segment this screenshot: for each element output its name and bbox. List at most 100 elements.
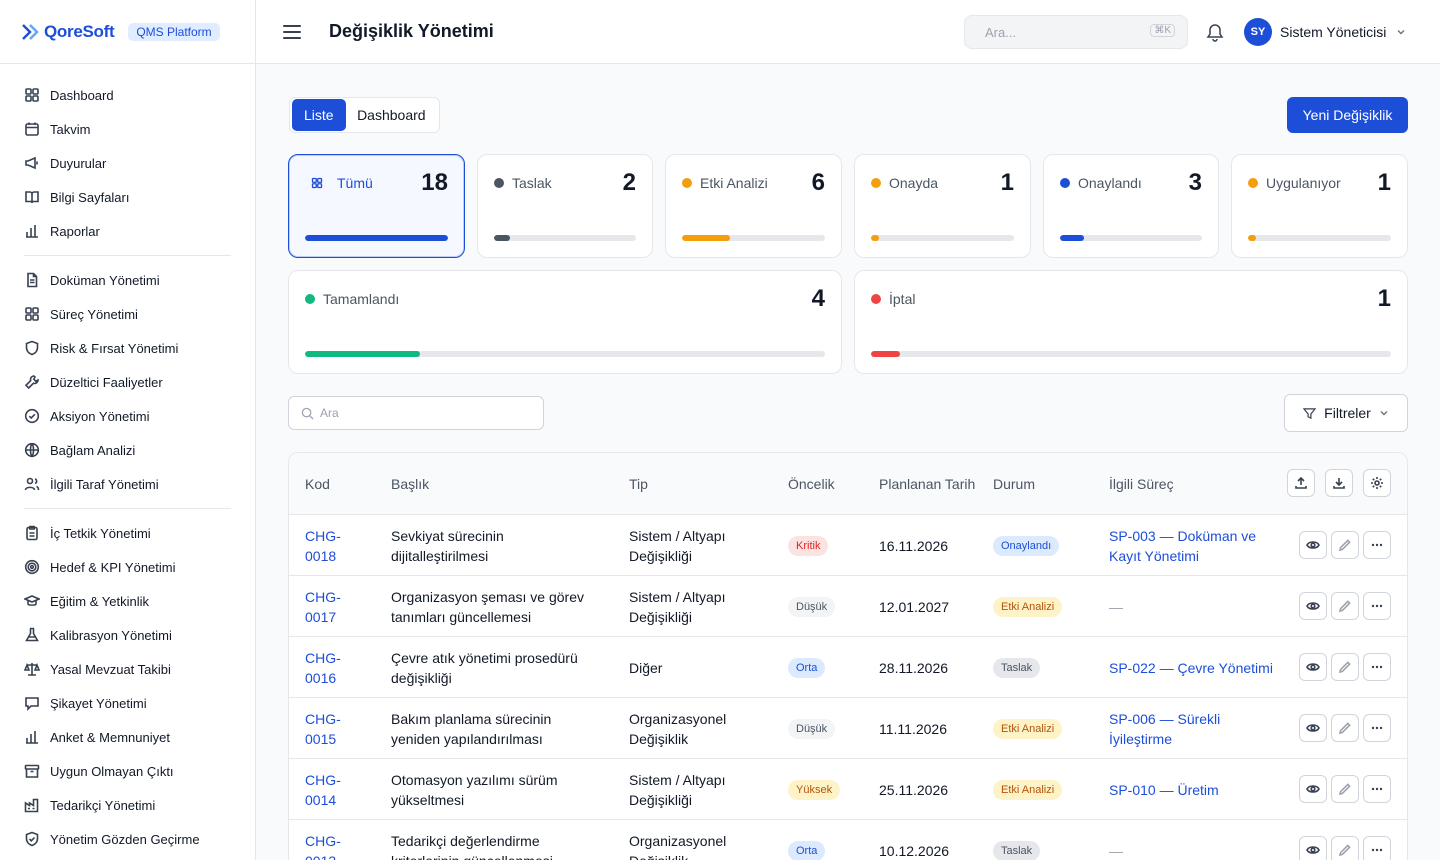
- sidebar-item-duyurular[interactable]: Duyurular: [24, 146, 231, 180]
- sidebar-item-dokuman-yonetimi[interactable]: Doküman Yönetimi: [24, 263, 231, 297]
- status-dot: [494, 178, 504, 188]
- status-progress-track: [1248, 235, 1391, 241]
- view-button[interactable]: [1299, 836, 1327, 860]
- sidebar-item-sikayet-yonetimi[interactable]: Şikayet Yönetimi: [24, 686, 231, 720]
- status-card-tamamlandi[interactable]: Tamamlandı 4: [288, 270, 842, 374]
- change-type: Sistem / Altyapı Değişikliği: [629, 588, 726, 625]
- status-card-taslak[interactable]: Taslak 2: [477, 154, 653, 258]
- edit-button[interactable]: [1331, 653, 1359, 681]
- table-row[interactable]: CHG-0018 Sevkiyat sürecinin dijitalleştir…: [289, 515, 1407, 576]
- edit-button[interactable]: [1331, 775, 1359, 803]
- table-row[interactable]: CHG-0013 Tedarikçi değerlendirme kriterle…: [289, 820, 1407, 860]
- change-code-link[interactable]: CHG-0015: [305, 710, 341, 747]
- sidebar-item-label: Şikayet Yönetimi: [50, 695, 147, 711]
- more-options-button[interactable]: [1363, 775, 1391, 803]
- process-link[interactable]: SP-003 — Doküman ve Kayıt Yönetimi: [1109, 527, 1257, 564]
- sidebar-item-uygun-olmayan-cikti[interactable]: Uygun Olmayan Çıktı: [24, 754, 231, 788]
- more-options-button[interactable]: [1363, 531, 1391, 559]
- sidebar-item-baglam-analizi[interactable]: Bağlam Analizi: [24, 433, 231, 467]
- status-card-uygulaniyor[interactable]: Uygulanıyor 1: [1231, 154, 1408, 258]
- pencil-icon: [1338, 722, 1351, 735]
- sidebar-item-bilgi-sayfalari[interactable]: Bilgi Sayfaları: [24, 180, 231, 214]
- sidebar-item-duzeltici-faaliyetler[interactable]: Düzeltici Faaliyetler: [24, 365, 231, 399]
- sidebar-item-takvim[interactable]: Takvim: [24, 112, 231, 146]
- status-card-header: Tamamlandı: [305, 291, 399, 307]
- view-button[interactable]: [1299, 714, 1327, 742]
- status-card-header: Tümü: [311, 175, 373, 191]
- column-header-tip[interactable]: Tip: [629, 476, 648, 492]
- sidebar-item-egitim-yetkinlik[interactable]: Eğitim & Yetkinlik: [24, 584, 231, 618]
- process-link[interactable]: SP-006 — Sürekli İyileştirme: [1109, 710, 1221, 747]
- process-link[interactable]: SP-010 — Üretim: [1109, 781, 1219, 798]
- notification-bell-icon[interactable]: [1206, 22, 1224, 42]
- column-header-ilgili-surec[interactable]: İlgili Süreç: [1109, 476, 1174, 492]
- column-header-durum[interactable]: Durum: [993, 476, 1036, 492]
- flask-icon: [25, 627, 39, 642]
- list-search-input[interactable]: Ara: [288, 396, 544, 430]
- sidebar-divider: [24, 255, 231, 256]
- edit-button[interactable]: [1331, 714, 1359, 742]
- sidebar-item-yonetim-gozden-gecirme[interactable]: Yönetim Gözden Geçirme: [24, 822, 231, 856]
- user-menu[interactable]: SY Sistem Yöneticisi: [1244, 18, 1406, 46]
- table-row[interactable]: CHG-0014 Otomasyon yazılımı sürüm yükselt…: [289, 759, 1407, 820]
- column-header-baslik[interactable]: Başlık: [391, 476, 430, 492]
- table-settings-button[interactable]: [1363, 469, 1391, 497]
- sidebar-item-ilgili-taraf-yonetimi[interactable]: İlgili Taraf Yönetimi: [24, 467, 231, 501]
- status-card-onaylandi[interactable]: Onaylandı 3: [1043, 154, 1219, 258]
- tab-dashboard[interactable]: Dashboard: [357, 107, 426, 123]
- column-header-oncelik[interactable]: Öncelik: [788, 476, 835, 492]
- column-header-kod[interactable]: Kod: [305, 476, 330, 492]
- process-link[interactable]: SP-022 — Çevre Yönetimi: [1109, 659, 1273, 676]
- view-button[interactable]: [1299, 592, 1327, 620]
- sidebar-item-tedarikci-yonetimi[interactable]: Tedarikçi Yönetimi: [24, 788, 231, 822]
- status-dot: [871, 178, 881, 188]
- menu-toggle-icon[interactable]: [283, 24, 301, 39]
- column-header-planlanan-tarih[interactable]: Planlanan Tarih: [879, 476, 976, 492]
- sidebar-item-risk-firsat-yonetimi[interactable]: Risk & Fırsat Yönetimi: [24, 331, 231, 365]
- view-button[interactable]: [1299, 653, 1327, 681]
- change-code-link[interactable]: CHG-0014: [305, 771, 341, 808]
- logo[interactable]: QoreSoft: [20, 22, 115, 42]
- sidebar-item-anket-memnuniyet[interactable]: Anket & Memnuniyet: [24, 720, 231, 754]
- global-search-input[interactable]: Ara... ⌘K: [964, 15, 1188, 49]
- download-button[interactable]: [1325, 469, 1353, 497]
- grid-icon: [311, 177, 323, 189]
- sidebar-item-label: Süreç Yönetimi: [50, 306, 138, 322]
- sidebar-item-dashboard[interactable]: Dashboard: [24, 78, 231, 112]
- status-card-iptal[interactable]: İptal 1: [854, 270, 1408, 374]
- sidebar-item-ic-tetkik-yonetimi[interactable]: İç Tetkik Yönetimi: [24, 516, 231, 550]
- more-options-button[interactable]: [1363, 592, 1391, 620]
- edit-button[interactable]: [1331, 592, 1359, 620]
- more-options-button[interactable]: [1363, 714, 1391, 742]
- table-header-actions: [1287, 469, 1391, 497]
- status-progress-fill: [1060, 235, 1084, 241]
- view-button[interactable]: [1299, 531, 1327, 559]
- change-code-link[interactable]: CHG-0013: [305, 832, 341, 860]
- sidebar-item-hedef-kpi-yonetimi[interactable]: Hedef & KPI Yönetimi: [24, 550, 231, 584]
- table-row[interactable]: CHG-0017 Organizasyon şeması ve görev tan…: [289, 576, 1407, 637]
- status-card-etki-analizi[interactable]: Etki Analizi 6: [665, 154, 842, 258]
- table-row[interactable]: CHG-0016 Çevre atık yönetimi prosedürü de…: [289, 637, 1407, 698]
- status-card-tumu[interactable]: Tümü 18: [288, 154, 465, 258]
- edit-button[interactable]: [1331, 836, 1359, 860]
- status-card-header: Onaylandı: [1060, 175, 1142, 191]
- change-code-link[interactable]: CHG-0017: [305, 588, 341, 625]
- more-options-button[interactable]: [1363, 836, 1391, 860]
- upload-button[interactable]: [1287, 469, 1315, 497]
- sidebar-item-raporlar[interactable]: Raporlar: [24, 214, 231, 248]
- view-button[interactable]: [1299, 775, 1327, 803]
- change-code-link[interactable]: CHG-0018: [305, 527, 341, 564]
- table-row[interactable]: CHG-0015 Bakım planlama sürecinin yeniden…: [289, 698, 1407, 759]
- sidebar-item-aksiyon-yonetimi[interactable]: Aksiyon Yönetimi: [24, 399, 231, 433]
- more-options-button[interactable]: [1363, 653, 1391, 681]
- tab-list[interactable]: Liste: [292, 99, 346, 131]
- change-code-link[interactable]: CHG-0016: [305, 649, 341, 686]
- sidebar-item-surec-yonetimi[interactable]: Süreç Yönetimi: [24, 297, 231, 331]
- sidebar-divider: [24, 508, 231, 509]
- sidebar-item-yasal-mevzuat-takibi[interactable]: Yasal Mevzuat Takibi: [24, 652, 231, 686]
- sidebar-item-kalibrasyon-yonetimi[interactable]: Kalibrasyon Yönetimi: [24, 618, 231, 652]
- filters-button[interactable]: Filtreler: [1284, 394, 1408, 432]
- new-change-button[interactable]: Yeni Değişiklik: [1287, 97, 1408, 133]
- status-card-onayda[interactable]: Onayda 1: [854, 154, 1031, 258]
- edit-button[interactable]: [1331, 531, 1359, 559]
